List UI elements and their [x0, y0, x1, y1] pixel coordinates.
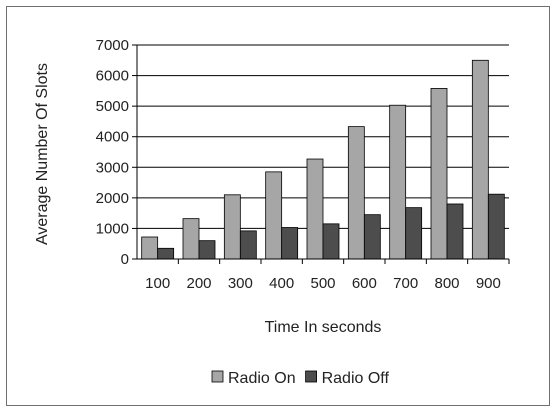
bar-radio-off [239, 230, 257, 260]
x-tick-label: 600 [352, 275, 377, 292]
bars [141, 59, 505, 260]
bar-radio-on [306, 158, 324, 260]
bar-radio-on [389, 104, 407, 260]
bar-radio-on [223, 194, 241, 260]
bar-radio-off [487, 193, 505, 260]
y-tick-label: 2000 [96, 190, 129, 207]
x-tick-label: 500 [310, 275, 335, 292]
y-tick-label: 4000 [96, 129, 129, 146]
legend-label: Radio Off [322, 370, 390, 387]
x-tick-label: 700 [393, 275, 418, 292]
x-axis-title: Time In seconds [265, 319, 382, 336]
x-tick-label: 300 [228, 275, 253, 292]
bar-radio-on [347, 126, 365, 260]
y-tick-label: 0 [121, 251, 129, 268]
x-tick-label: 400 [269, 275, 294, 292]
y-axis-title: Average Number Of Slots [34, 63, 51, 245]
legend: Radio On Radio Off [211, 370, 390, 387]
legend-label: Radio On [228, 370, 296, 387]
bar-radio-off [198, 240, 216, 260]
bar-radio-on [141, 236, 159, 260]
x-tick-label: 100 [145, 275, 170, 292]
x-tick-label: 900 [476, 275, 501, 292]
chart-frame: 0 1000 2000 3000 4000 5000 6000 7000 100 200 300 40… [6, 6, 550, 406]
y-tick-label: 1000 [96, 220, 129, 237]
bar-radio-on [430, 88, 448, 260]
x-tick-label: 200 [186, 275, 211, 292]
y-tick-label: 6000 [96, 68, 129, 85]
bar-radio-on [182, 218, 200, 260]
bar-radio-on [265, 171, 283, 260]
legend-swatch [305, 370, 317, 383]
x-tick-label: 800 [434, 275, 459, 292]
bar-radio-off [363, 214, 381, 260]
bar-chart: 0 1000 2000 3000 4000 5000 6000 7000 100 200 300 40… [34, 37, 510, 387]
y-tick-label: 3000 [96, 159, 129, 176]
bar-radio-off [281, 227, 299, 260]
bar-radio-off [405, 207, 423, 260]
y-tick-label: 5000 [96, 98, 129, 115]
bar-radio-off [157, 247, 175, 260]
y-tick-label: 7000 [96, 37, 129, 54]
axes: 0 1000 2000 3000 4000 5000 6000 7000 100 200 300 40… [96, 37, 510, 292]
bar-radio-off [322, 223, 340, 260]
bar-radio-off [446, 203, 464, 260]
bar-radio-on [471, 59, 489, 260]
legend-swatch [211, 370, 224, 383]
